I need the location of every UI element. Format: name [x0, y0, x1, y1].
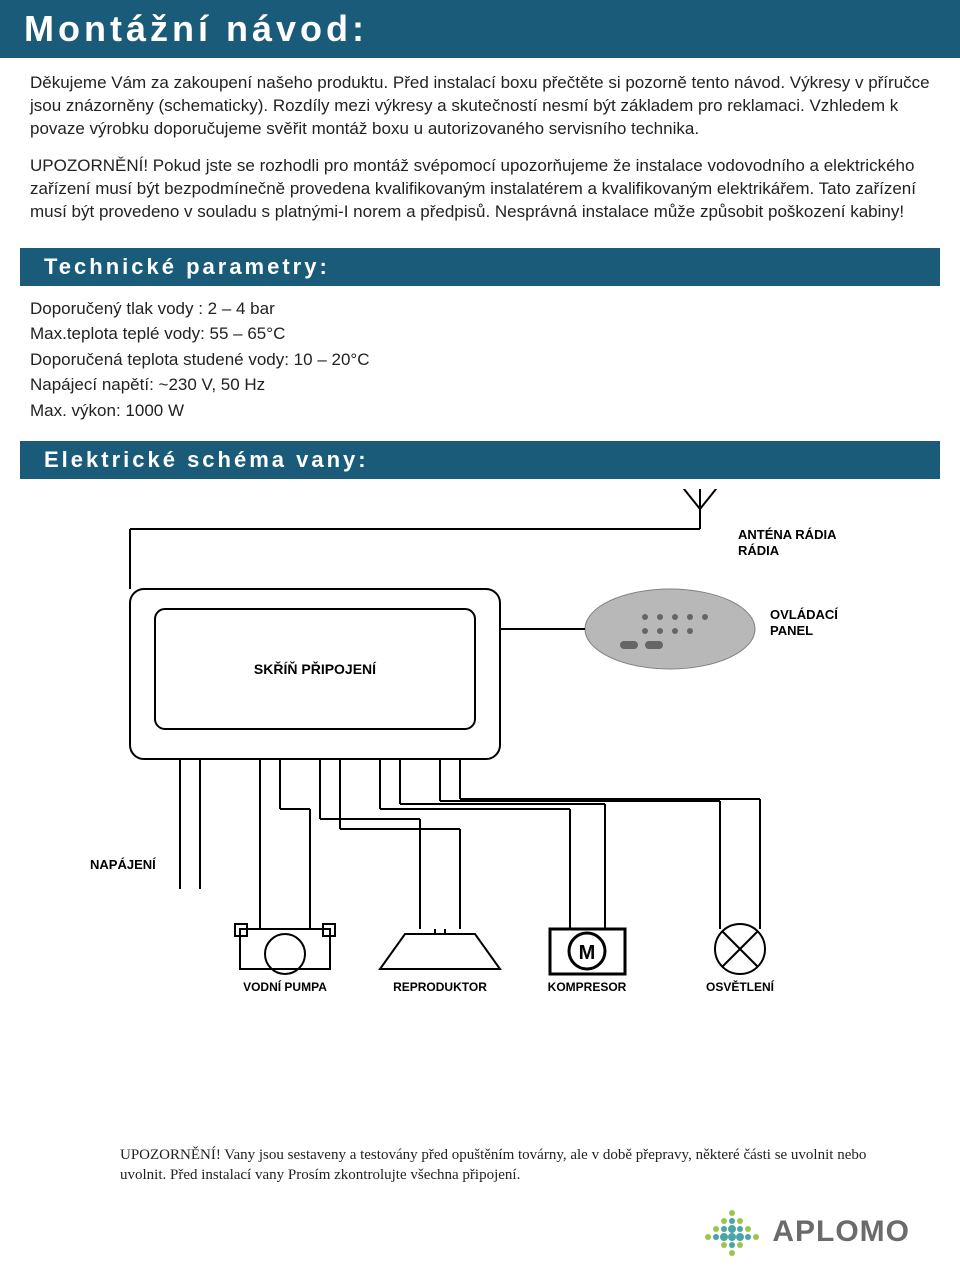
param-line: Napájecí napětí: ~230 V, 50 Hz	[30, 372, 930, 398]
param-line: Max.teplota teplé vody: 55 – 65°C	[30, 321, 930, 347]
svg-text:RÁDIA: RÁDIA	[738, 543, 780, 558]
speaker-label: REPRODUKTOR	[393, 980, 487, 994]
light-label: OSVĚTLENÍ	[706, 979, 775, 994]
brand-logo: APLOMO	[702, 1207, 910, 1257]
wiring-diagram: ANTÉNA RÁDIA RÁDIA SKŘÍŇ PŘIPOJENÍ OVLÁD…	[0, 479, 960, 1014]
intro-p2: UPOZORNĚNÍ! Pokud jste se rozhodli pro m…	[30, 155, 930, 224]
param-line: Doporučená teplota studené vody: 10 – 20…	[30, 347, 930, 373]
footnote: UPOZORNĚNÍ! Vany jsou sestaveny a testov…	[120, 1146, 880, 1185]
panel-label-1: OVLÁDACÍ	[770, 607, 838, 622]
param-line: Doporučený tlak vody : 2 – 4 bar	[30, 296, 930, 322]
panel-label-2: PANEL	[770, 623, 813, 638]
power-label: NAPÁJENÍ	[90, 857, 156, 872]
intro-block: Děkujeme Vám za zakoupení našeho produkt…	[0, 58, 960, 248]
antenna-label: ANTÉNA RÁDIA	[738, 527, 837, 542]
param-line: Max. výkon: 1000 W	[30, 398, 930, 424]
compressor-label: KOMPRESOR	[548, 980, 627, 994]
schema-heading: Elektrické schéma vany:	[20, 441, 940, 479]
pump-label: VODNÍ PUMPA	[243, 979, 327, 994]
tech-params-heading: Technické parametry:	[20, 248, 940, 286]
page-title: Montážní návod:	[0, 0, 960, 58]
motor-icon: M	[579, 942, 596, 964]
junction-label: SKŘÍŇ PŘIPOJENÍ	[254, 660, 377, 677]
logo-icon	[702, 1207, 762, 1257]
brand-name: APLOMO	[772, 1215, 910, 1249]
intro-p1: Děkujeme Vám za zakoupení našeho produkt…	[30, 72, 930, 141]
tech-params-list: Doporučený tlak vody : 2 – 4 bar Max.tep…	[0, 286, 960, 442]
